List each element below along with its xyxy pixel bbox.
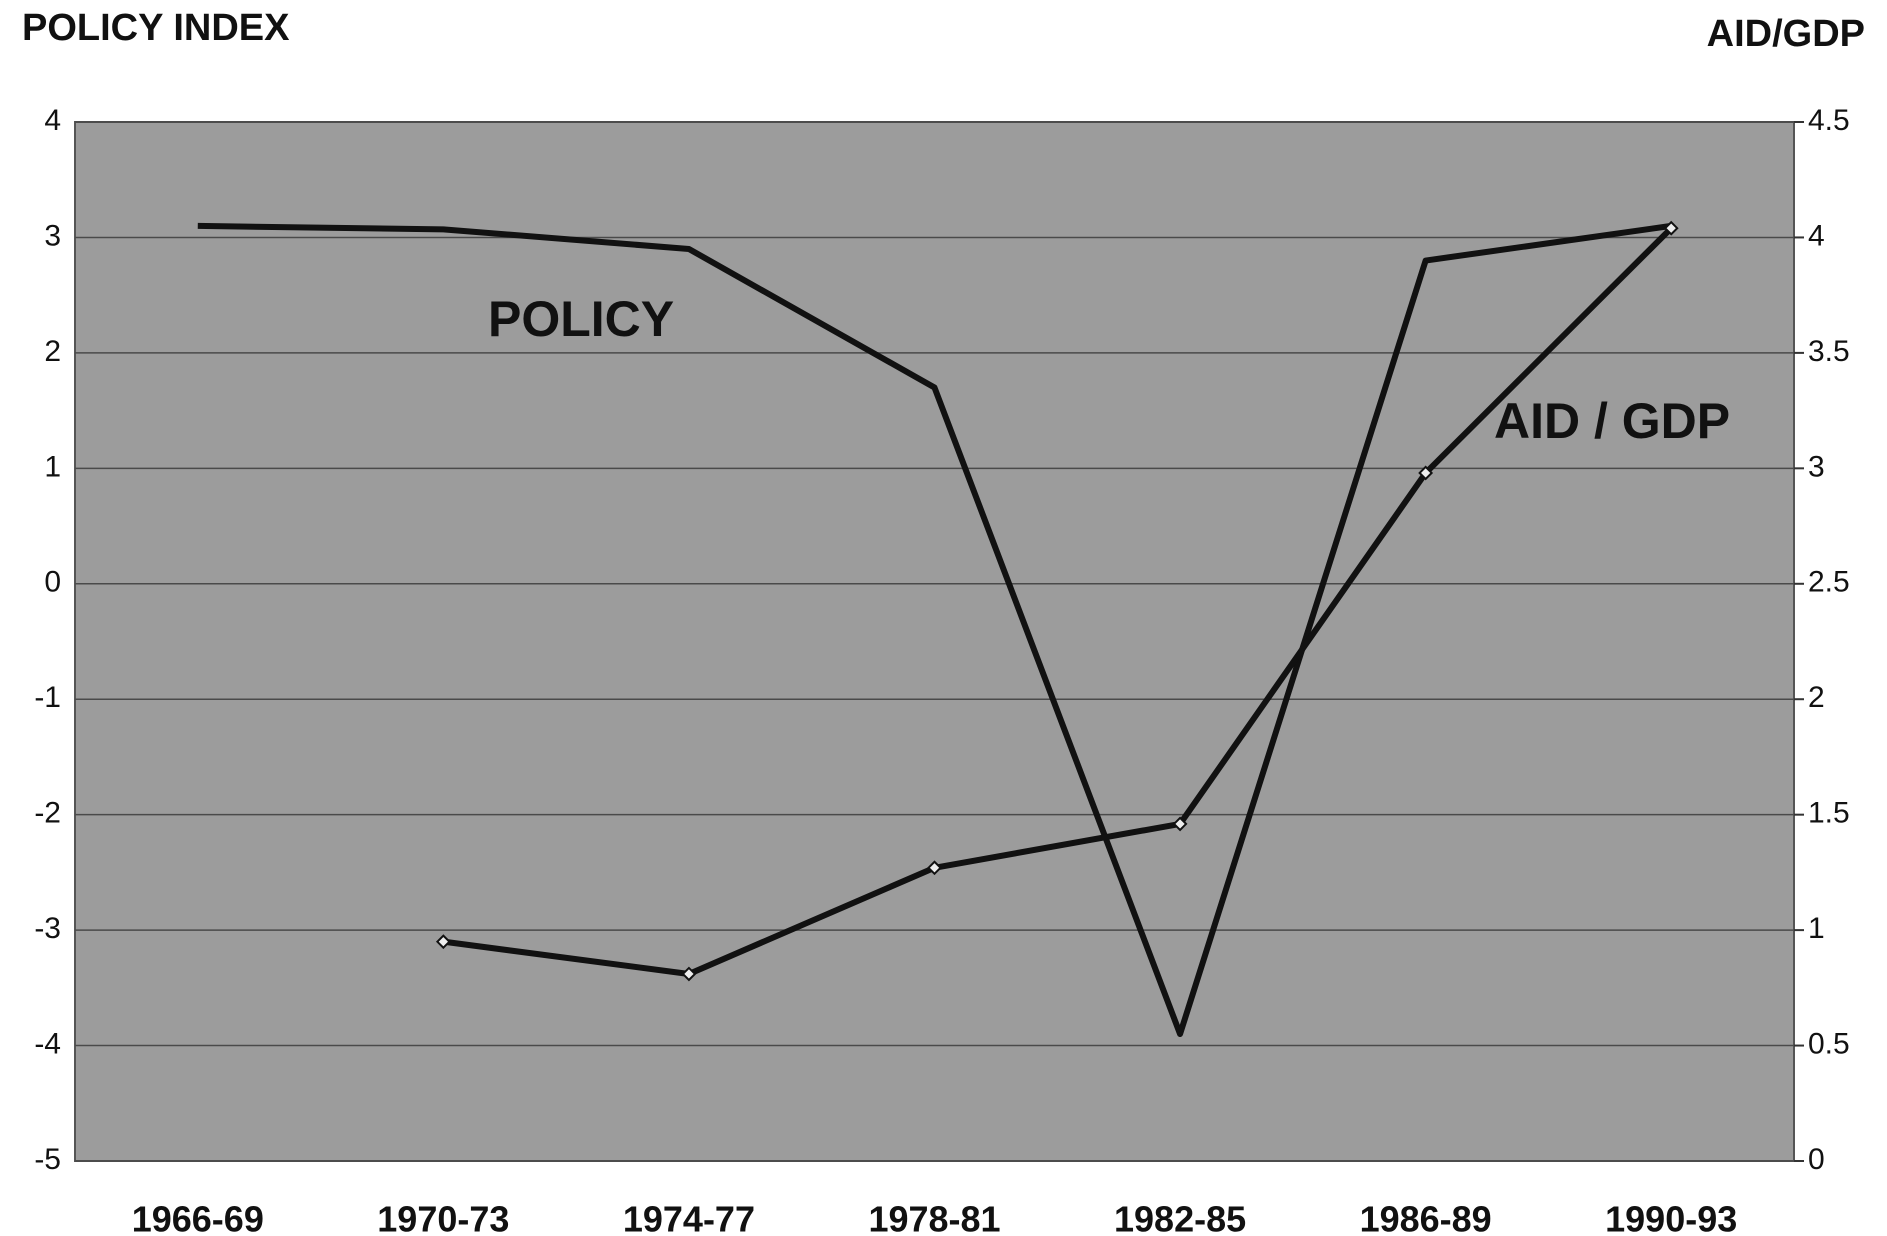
y-tick-label: 0: [44, 566, 61, 599]
y2-tick-label: 3: [1808, 450, 1825, 483]
y-tick-label: 3: [44, 219, 61, 252]
series-annotation: AID / GDP: [1494, 393, 1730, 449]
marker: [435, 934, 451, 950]
y2-tick-label: 2: [1808, 681, 1825, 714]
x-tick-label: 1986-89: [1360, 1199, 1492, 1236]
y-tick-label: -3: [34, 912, 61, 945]
series-line: [197, 222, 1672, 1038]
y2-axis-title: AID/GDP: [1707, 13, 1865, 55]
plot-area: [74, 121, 1795, 1162]
y2-tick-label: 2.5: [1808, 566, 1850, 599]
marker: [927, 860, 942, 876]
series-line: [442, 226, 1674, 977]
y-axis-title: POLICY INDEX: [22, 7, 290, 49]
y-tick-label: -5: [34, 1143, 61, 1176]
y-tick-label: 1: [44, 450, 61, 483]
marker: [1172, 816, 1188, 832]
y2-tick-label: 4: [1808, 219, 1825, 252]
y2-tick-label: 1: [1808, 912, 1825, 945]
y2-tick-label: 4.5: [1808, 104, 1850, 137]
marker: [681, 966, 697, 982]
marker: [1663, 220, 1679, 236]
y-tick-label: 2: [44, 335, 61, 368]
y-tick-label: -1: [34, 681, 61, 714]
x-tick-label: 1970-73: [377, 1199, 509, 1236]
y2-tick-label: 0: [1808, 1143, 1825, 1176]
y-tick-label: 4: [44, 104, 61, 137]
x-tick-label: 1966-69: [132, 1199, 264, 1236]
series-annotation: POLICY: [488, 291, 674, 347]
x-tick-label: 1978-81: [868, 1199, 1000, 1236]
y-tick-label: -4: [34, 1027, 61, 1060]
y2-tick-label: 0.5: [1808, 1027, 1850, 1060]
x-tick-label: 1982-85: [1114, 1199, 1246, 1236]
x-tick-label: 1974-77: [623, 1199, 755, 1236]
marker: [1418, 465, 1434, 481]
y-tick-label: -2: [34, 797, 61, 830]
y2-tick-label: 1.5: [1808, 797, 1850, 830]
x-tick-label: 1990-93: [1605, 1199, 1737, 1236]
y2-tick-label: 3.5: [1808, 335, 1850, 368]
